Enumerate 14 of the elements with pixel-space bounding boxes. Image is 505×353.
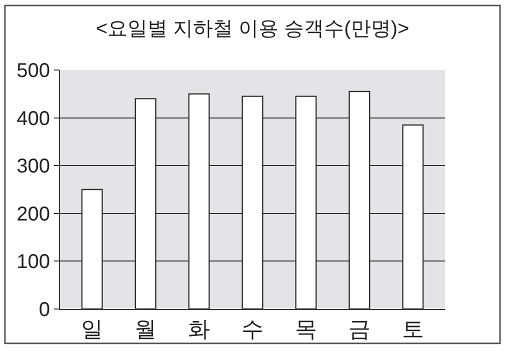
y-tick-label: 300: [16, 156, 50, 178]
y-tick-label: 100: [16, 251, 50, 274]
x-tick-label: 화: [188, 316, 210, 342]
y-tick-label: 500: [16, 60, 50, 82]
chart-title: <요일별 지하철 이용 승객수(만명)>: [96, 18, 410, 40]
x-tick-label: 목: [294, 316, 317, 342]
y-tick-label: 200: [16, 203, 50, 226]
y-tick-label: 0: [38, 299, 50, 321]
x-tick-label: 금: [348, 316, 370, 342]
y-tick-label: 400: [16, 108, 50, 130]
x-tick-label: 수: [242, 316, 264, 342]
x-tick-label: 토: [402, 316, 424, 342]
x-tick-label: 일: [81, 316, 104, 342]
x-tick-label: 월: [134, 316, 157, 342]
